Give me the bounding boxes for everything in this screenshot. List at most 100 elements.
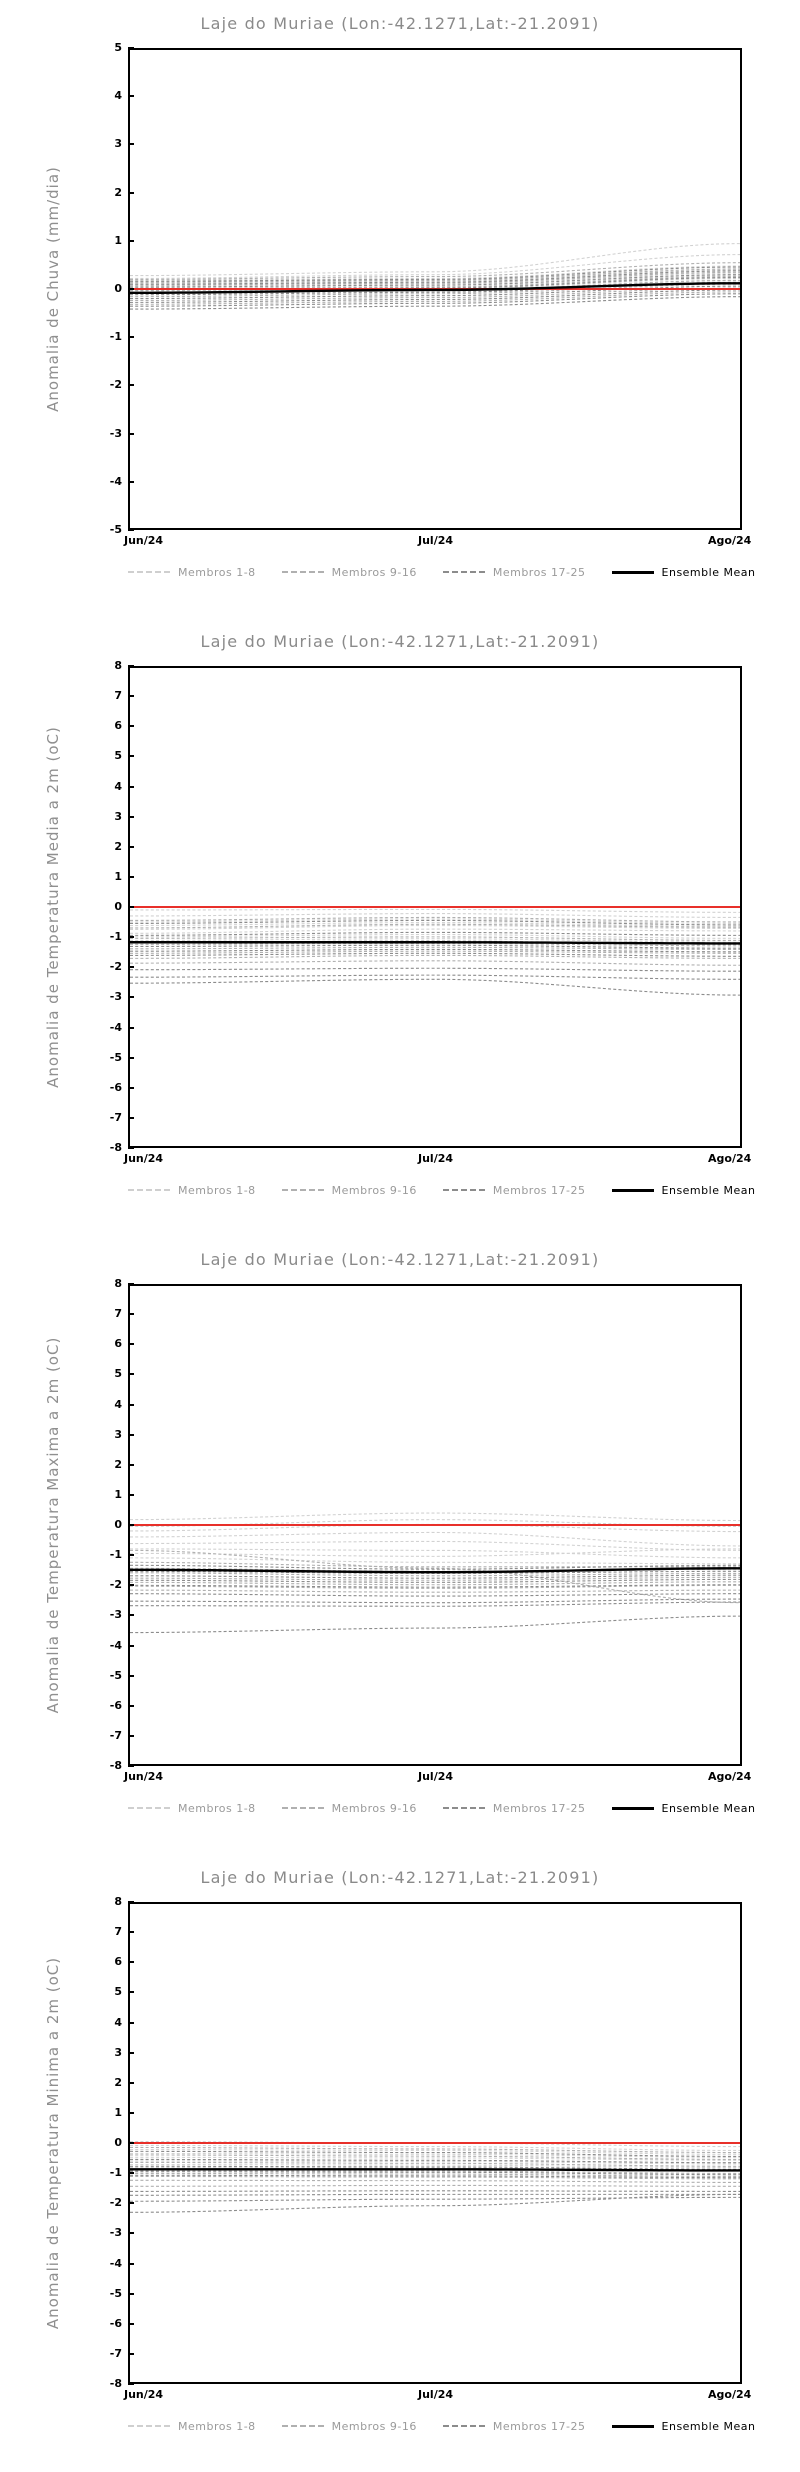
legend-item[interactable]: Membros 9-16 (281, 565, 417, 579)
member-line (130, 947, 740, 949)
legend-label: Membros 17-25 (492, 565, 586, 579)
member-line (130, 2175, 740, 2177)
member-line (130, 2145, 740, 2150)
legend-item[interactable]: Membros 17-25 (442, 2420, 586, 2433)
chart-title: Laje do Muriae (Lon:-42.1271,Lat:-21.209… (200, 14, 600, 33)
x-tick-label: Jun/24 (124, 2388, 164, 2401)
legend-item[interactable]: Membros 9-16 (281, 1802, 417, 1815)
y-tick-label: -8 (109, 2377, 122, 2390)
y-tick-label: -4 (109, 1020, 122, 1034)
member-line (130, 286, 740, 298)
y-tick-mark (128, 1674, 134, 1677)
y-tick-mark (128, 1313, 134, 1316)
y-tick-mark (128, 1644, 134, 1647)
member-line (130, 951, 740, 953)
y-tick-label: -4 (109, 1638, 122, 1652)
legend-label: Ensemble Mean (661, 565, 756, 579)
legend-label: Ensemble Mean (661, 1183, 756, 1197)
member-line (130, 244, 740, 276)
legend-item[interactable]: Membros 1-8 (128, 1184, 256, 1197)
legend-item[interactable]: Membros 9-16 (281, 2420, 417, 2433)
legend-item[interactable]: Membros 1-8 (128, 1802, 256, 1815)
member-line (130, 1513, 740, 1520)
member-line (130, 934, 740, 938)
plot-area (128, 666, 742, 1148)
y-tick-mark (128, 755, 134, 758)
member-line (130, 2170, 740, 2173)
legend-label: Membros 9-16 (331, 1183, 417, 1197)
y-tick-label: 2 (114, 1457, 122, 1471)
y-tick-mark (128, 1373, 134, 1376)
y-tick-label: 1 (114, 869, 122, 883)
y-tick-mark (128, 1961, 134, 1964)
y-tick-label: 4 (114, 1397, 122, 1411)
legend-swatch-icon (611, 2424, 654, 2428)
y-tick-mark (128, 529, 134, 531)
y-tick-label: -3 (109, 990, 122, 1004)
member-line (130, 1577, 740, 1580)
chart-legend: Membros 1-8 Membros 9-16 Membros 17-25 Ense… (128, 1796, 755, 1820)
member-line (130, 271, 740, 284)
legend-label: Membros 9-16 (331, 565, 417, 579)
y-tick-label: 5 (114, 41, 122, 54)
y-tick-mark (128, 1734, 134, 1737)
x-tick-label: Jul/24 (418, 534, 454, 547)
y-tick-mark (128, 1765, 134, 1767)
y-tick-mark (128, 1584, 134, 1587)
member-line (130, 276, 740, 288)
x-tick-label: Ago/24 (708, 1770, 752, 1783)
legend-item[interactable]: Membros 9-16 (281, 1183, 417, 1197)
chart-panel: Laje do Muriae (Lon:-42.1271,Lat:-21.209… (0, 618, 800, 1236)
y-tick-mark (128, 2202, 134, 2205)
y-tick-mark (128, 1343, 134, 1346)
member-line (130, 263, 740, 280)
legend-item[interactable]: Ensemble Mean (611, 1802, 756, 1815)
member-line (130, 1565, 740, 1569)
member-line (130, 1571, 740, 1573)
y-tick-label: -1 (109, 330, 122, 344)
y-tick-label: 8 (114, 1277, 122, 1290)
ensemble-mean-line (130, 283, 740, 293)
member-line (130, 270, 740, 283)
legend-item[interactable]: Membros 17-25 (442, 1184, 586, 1197)
member-line (130, 2153, 740, 2157)
member-line (130, 294, 740, 306)
y-tick-label: 6 (114, 1337, 122, 1351)
member-line (130, 949, 740, 951)
legend-item[interactable]: Ensemble Mean (611, 565, 756, 579)
legend-item[interactable]: Ensemble Mean (611, 2420, 756, 2433)
y-axis-label: Anomalia de Chuva (mm/dia) (44, 166, 62, 412)
member-line (130, 282, 740, 294)
y-tick-label: -7 (109, 1728, 122, 1742)
y-tick-label: 2 (114, 839, 122, 853)
y-tick-label: 0 (114, 282, 122, 295)
y-tick-label: -5 (109, 1050, 122, 1064)
legend-swatch-icon (611, 1188, 654, 1192)
y-tick-mark (128, 1991, 134, 1994)
legend-item[interactable]: Membros 17-25 (442, 1802, 586, 1815)
y-tick-mark (128, 936, 134, 939)
chart-legend: Membros 1-8 Membros 9-16 Membros 17-25 Ense… (128, 1178, 755, 1202)
series-canvas (130, 1286, 740, 1764)
member-line (130, 961, 740, 965)
legend-swatch-icon (128, 2425, 170, 2427)
legend-item[interactable]: Membros 1-8 (128, 566, 256, 579)
chart-legend: Membros 1-8 Membros 9-16 Membros 17-25 Ense… (128, 560, 755, 584)
chart-panel: Laje do Muriae (Lon:-42.1271,Lat:-21.209… (0, 0, 800, 618)
y-tick-mark (128, 2081, 134, 2084)
y-tick-mark (128, 2232, 134, 2235)
x-tick-label: Jun/24 (124, 1770, 164, 1783)
legend-item[interactable]: Ensemble Mean (611, 1183, 756, 1197)
legend-item[interactable]: Membros 1-8 (128, 2420, 256, 2433)
y-tick-mark (128, 1283, 134, 1285)
legend-item[interactable]: Membros 17-25 (442, 565, 586, 579)
y-tick-label: 7 (114, 689, 122, 703)
y-tick-mark (128, 1056, 134, 1059)
member-line (130, 297, 740, 309)
member-line (130, 953, 740, 956)
member-line (130, 2157, 740, 2160)
member-line (130, 917, 740, 921)
member-line (130, 2191, 740, 2192)
member-line (130, 2194, 740, 2195)
legend-swatch-icon (281, 2425, 324, 2427)
